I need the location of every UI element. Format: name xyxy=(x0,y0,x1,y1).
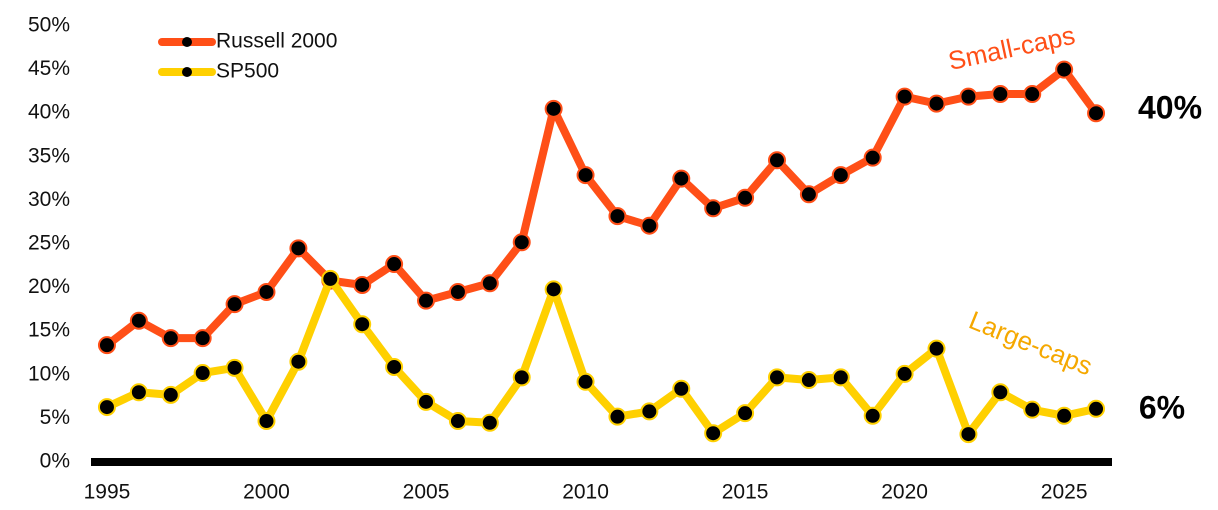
point xyxy=(959,425,978,444)
point xyxy=(544,99,563,118)
point xyxy=(385,357,404,376)
y-tick-label: 45% xyxy=(28,57,70,80)
point xyxy=(289,352,308,371)
point xyxy=(193,364,212,383)
y-tick-label: 20% xyxy=(28,275,70,298)
point xyxy=(831,166,850,185)
point xyxy=(1055,406,1074,425)
point xyxy=(353,315,372,334)
point xyxy=(640,402,659,421)
point xyxy=(1023,400,1042,419)
point xyxy=(608,407,627,426)
point xyxy=(257,412,276,431)
x-tick-label: 2010 xyxy=(562,481,609,504)
x-tick-label: 2020 xyxy=(881,481,928,504)
point xyxy=(129,311,148,330)
point xyxy=(927,94,946,113)
point xyxy=(225,358,244,377)
point xyxy=(576,372,595,391)
legend-label: Russell 2000 xyxy=(216,30,337,53)
point xyxy=(767,368,786,387)
x-tick-label: 1995 xyxy=(84,481,131,504)
series-line xyxy=(105,274,1097,439)
x-tick-label: 2015 xyxy=(722,481,769,504)
y-tick-label: 0% xyxy=(40,450,70,473)
x-tick-label: 2005 xyxy=(403,481,450,504)
point xyxy=(895,87,914,106)
point xyxy=(512,233,531,252)
point xyxy=(385,255,404,274)
point xyxy=(704,424,723,443)
point xyxy=(161,329,180,348)
point xyxy=(1087,104,1106,123)
point xyxy=(480,274,499,293)
legend-label: SP500 xyxy=(216,60,279,83)
point xyxy=(736,188,755,207)
point xyxy=(1023,85,1042,104)
y-tick-label: 5% xyxy=(40,406,70,429)
y-tick-label: 50% xyxy=(28,14,70,37)
point xyxy=(959,87,978,106)
point xyxy=(672,169,691,188)
point xyxy=(321,269,340,288)
point xyxy=(161,385,180,404)
point xyxy=(448,412,467,431)
point xyxy=(1055,60,1074,79)
annotation: 6% xyxy=(1139,389,1185,425)
annotation: Large-caps xyxy=(965,305,1097,382)
point xyxy=(799,185,818,204)
y-tick-label: 35% xyxy=(28,144,70,167)
legend-marker xyxy=(182,37,192,47)
point xyxy=(417,291,436,310)
x-tick-label: 2025 xyxy=(1041,481,1088,504)
point xyxy=(225,295,244,314)
point xyxy=(608,207,627,226)
point xyxy=(767,151,786,170)
point xyxy=(863,148,882,167)
point xyxy=(512,368,531,387)
point xyxy=(417,392,436,411)
y-tick-label: 10% xyxy=(28,362,70,385)
y-tick-label: 40% xyxy=(28,101,70,124)
point xyxy=(991,383,1010,402)
x-tick-label: 2000 xyxy=(243,481,290,504)
point xyxy=(799,371,818,390)
point xyxy=(576,166,595,185)
point xyxy=(831,368,850,387)
point xyxy=(353,275,372,294)
point xyxy=(97,398,116,417)
point xyxy=(640,216,659,235)
point xyxy=(672,379,691,398)
point xyxy=(97,336,116,355)
point xyxy=(448,282,467,301)
point xyxy=(863,406,882,425)
point xyxy=(480,413,499,432)
point xyxy=(129,383,148,402)
point xyxy=(544,280,563,299)
point xyxy=(1087,399,1106,418)
y-tick-label: 25% xyxy=(28,232,70,255)
y-tick-label: 30% xyxy=(28,188,70,211)
point xyxy=(927,339,946,358)
point xyxy=(257,282,276,301)
point xyxy=(193,329,212,348)
point xyxy=(289,239,308,258)
point xyxy=(704,199,723,218)
annotation: 40% xyxy=(1138,89,1202,125)
point xyxy=(895,364,914,383)
series-line xyxy=(104,65,1100,349)
point xyxy=(991,85,1010,104)
legend-marker xyxy=(182,67,192,77)
y-tick-label: 15% xyxy=(28,319,70,342)
point xyxy=(736,404,755,423)
